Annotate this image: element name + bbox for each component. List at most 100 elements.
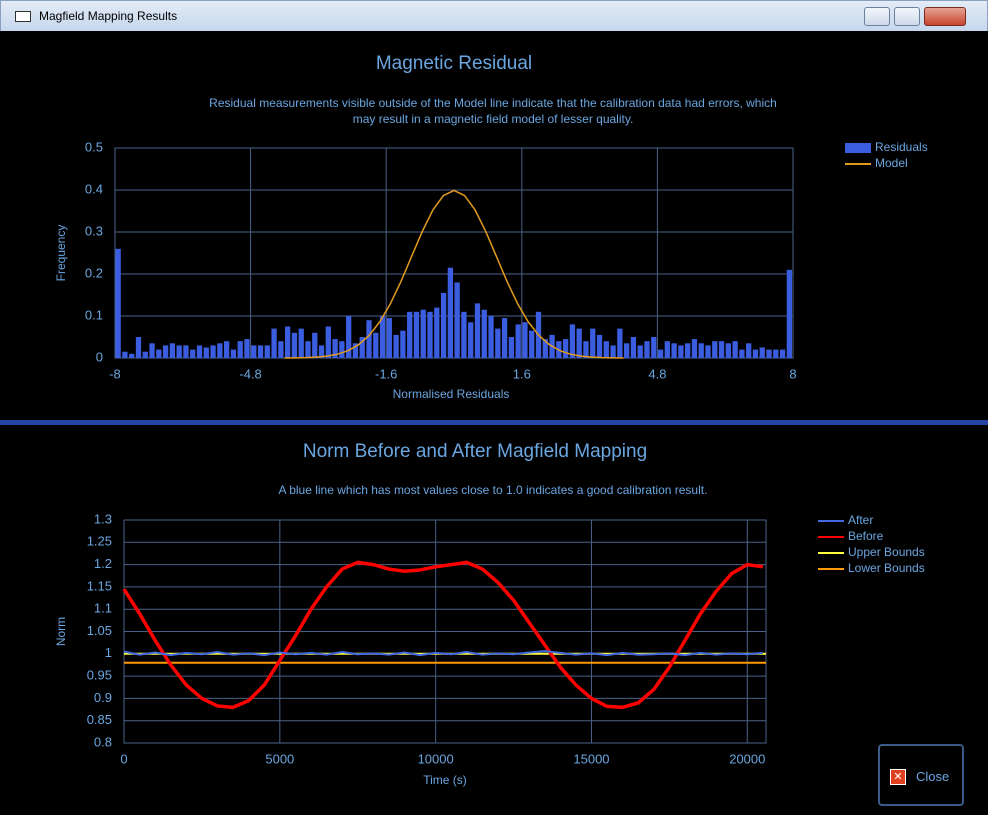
close-label: Close — [916, 769, 950, 784]
histogram-bar — [190, 349, 196, 358]
histogram-bar — [773, 349, 779, 358]
histogram-bar — [522, 322, 528, 358]
window-icon — [15, 11, 31, 22]
legend-swatch — [845, 143, 871, 153]
histogram-bar — [339, 341, 345, 358]
x-axis-label: Normalised Residuals — [393, 387, 510, 401]
x-tick-label: 5000 — [265, 751, 294, 766]
maximize-button[interactable] — [894, 7, 920, 26]
histogram-bar — [169, 343, 176, 358]
y-tick-label: 1.1 — [94, 601, 112, 616]
histogram-bar — [223, 341, 230, 358]
histogram-bar — [698, 343, 704, 358]
x-tick-label: 10000 — [418, 751, 454, 766]
histogram-bar — [759, 347, 765, 358]
histogram-bar — [332, 339, 338, 358]
histogram-bar — [115, 248, 121, 358]
histogram-bar — [454, 282, 460, 358]
histogram-bar — [427, 311, 433, 358]
y-tick-label: 1.05 — [87, 623, 112, 638]
y-tick-label: 0.95 — [87, 668, 112, 683]
histogram-bar — [746, 343, 752, 358]
y-tick-label: 0.3 — [85, 223, 103, 238]
histogram-bar — [671, 343, 677, 358]
y-tick-label: 0.1 — [85, 307, 103, 322]
histogram-bar — [685, 343, 691, 358]
histogram-bar — [156, 349, 162, 358]
histogram-bar — [603, 341, 609, 358]
histogram-bar — [725, 343, 731, 358]
histogram-bar — [318, 345, 325, 358]
histogram-bar — [393, 334, 399, 358]
x-tick-label: 20000 — [729, 751, 765, 766]
y-tick-label: 0 — [96, 349, 103, 364]
histogram-bar — [217, 343, 223, 358]
chart-subtitle: Residual measurements visible outside of… — [209, 96, 777, 126]
histogram-bar — [271, 328, 277, 358]
histogram-bar — [359, 337, 365, 358]
histogram-bar — [447, 267, 453, 358]
histogram-bar — [373, 332, 379, 358]
x-tick-label: 4.8 — [648, 366, 666, 381]
plot-border — [114, 147, 794, 359]
histogram-bar — [203, 347, 209, 358]
close-icon: ✕ — [890, 769, 906, 785]
histogram-bar — [264, 345, 270, 358]
x-tick-label: -4.8 — [239, 366, 261, 381]
data-line — [123, 650, 763, 657]
histogram-bar — [230, 349, 237, 358]
y-axis-label: Frequency — [54, 225, 68, 282]
legend-label: Lower Bounds — [848, 561, 925, 575]
histogram-bar — [135, 337, 142, 358]
histogram-bar — [379, 316, 386, 358]
close-button[interactable]: ✕ Close — [878, 744, 964, 806]
histogram-bar — [413, 311, 420, 358]
histogram-bar — [705, 345, 711, 358]
histogram-bar — [739, 349, 745, 358]
histogram-bar — [495, 328, 501, 358]
y-axis-label: Norm — [54, 617, 68, 646]
y-tick-label: 1 — [105, 645, 112, 660]
legend-label: Before — [848, 529, 884, 543]
x-tick-label: 0 — [120, 751, 127, 766]
histogram-bar — [420, 309, 426, 358]
histogram-bar — [461, 311, 467, 358]
histogram-bar — [651, 337, 657, 358]
histogram-bar — [718, 341, 725, 358]
x-tick-label: 8 — [789, 366, 796, 381]
histogram-bar — [434, 307, 440, 358]
histogram-bar — [210, 345, 216, 358]
x-tick-label: 1.6 — [513, 366, 531, 381]
histogram-bar — [162, 345, 169, 358]
histogram-bar — [488, 316, 494, 358]
x-tick-label: 15000 — [573, 751, 609, 766]
histogram-bar — [678, 345, 684, 358]
histogram-bar — [508, 337, 515, 358]
histogram-bar — [712, 341, 718, 358]
histogram-bar — [610, 345, 616, 358]
histogram-bar — [122, 351, 128, 358]
histogram-bar — [352, 343, 359, 358]
histogram-bar — [440, 292, 447, 358]
separator — [0, 420, 988, 425]
histogram-bar — [562, 339, 569, 358]
histogram-bar — [515, 324, 521, 358]
histogram-bar — [630, 337, 637, 358]
histogram-bar — [779, 349, 786, 358]
histogram-bar — [312, 332, 318, 358]
histogram-bar — [786, 269, 792, 358]
histogram-bar — [278, 341, 284, 358]
minimize-button[interactable] — [864, 7, 890, 26]
legend-label: After — [848, 513, 873, 527]
histogram-bar — [346, 316, 352, 358]
histogram-bar — [325, 326, 331, 358]
window-close-button[interactable] — [924, 7, 966, 26]
histogram-bar — [529, 330, 535, 358]
chart-title: Norm Before and After Magfield Mapping — [303, 441, 647, 462]
histogram-bar — [366, 320, 372, 358]
y-tick-label: 1.3 — [94, 511, 112, 526]
histogram-bar — [183, 345, 189, 358]
histogram-bar — [664, 341, 670, 358]
